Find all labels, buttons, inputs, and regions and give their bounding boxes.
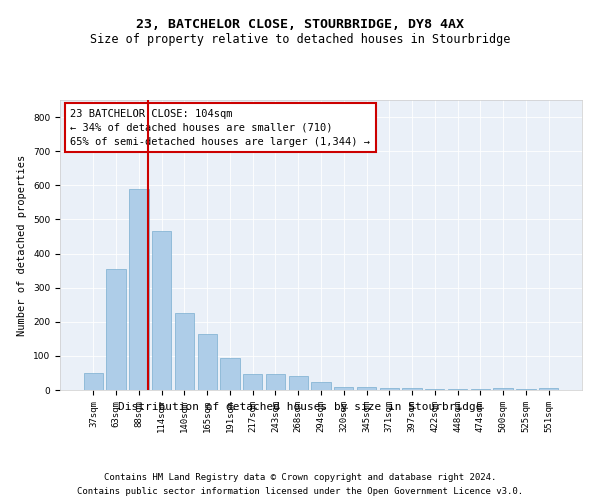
Bar xyxy=(106,269,126,390)
Bar xyxy=(493,388,513,390)
Text: Size of property relative to detached houses in Stourbridge: Size of property relative to detached ho… xyxy=(90,32,510,46)
Text: Contains public sector information licensed under the Open Government Licence v3: Contains public sector information licen… xyxy=(77,488,523,496)
Bar xyxy=(380,388,399,390)
Bar xyxy=(403,388,422,390)
Bar xyxy=(334,386,353,390)
Bar xyxy=(84,373,103,390)
Bar xyxy=(243,374,262,390)
Text: 23, BATCHELOR CLOSE, STOURBRIDGE, DY8 4AX: 23, BATCHELOR CLOSE, STOURBRIDGE, DY8 4A… xyxy=(136,18,464,30)
Bar xyxy=(539,388,558,390)
Bar xyxy=(220,358,239,390)
Bar xyxy=(197,334,217,390)
Bar xyxy=(129,188,149,390)
Bar xyxy=(266,374,285,390)
Text: 23 BATCHELOR CLOSE: 104sqm
← 34% of detached houses are smaller (710)
65% of sem: 23 BATCHELOR CLOSE: 104sqm ← 34% of deta… xyxy=(70,108,370,146)
Y-axis label: Number of detached properties: Number of detached properties xyxy=(17,154,28,336)
Bar xyxy=(357,386,376,390)
Bar xyxy=(425,389,445,390)
Bar xyxy=(289,376,308,390)
Bar xyxy=(175,313,194,390)
Bar xyxy=(152,232,172,390)
Text: Contains HM Land Registry data © Crown copyright and database right 2024.: Contains HM Land Registry data © Crown c… xyxy=(104,472,496,482)
Bar xyxy=(311,382,331,390)
Text: Distribution of detached houses by size in Stourbridge: Distribution of detached houses by size … xyxy=(118,402,482,412)
